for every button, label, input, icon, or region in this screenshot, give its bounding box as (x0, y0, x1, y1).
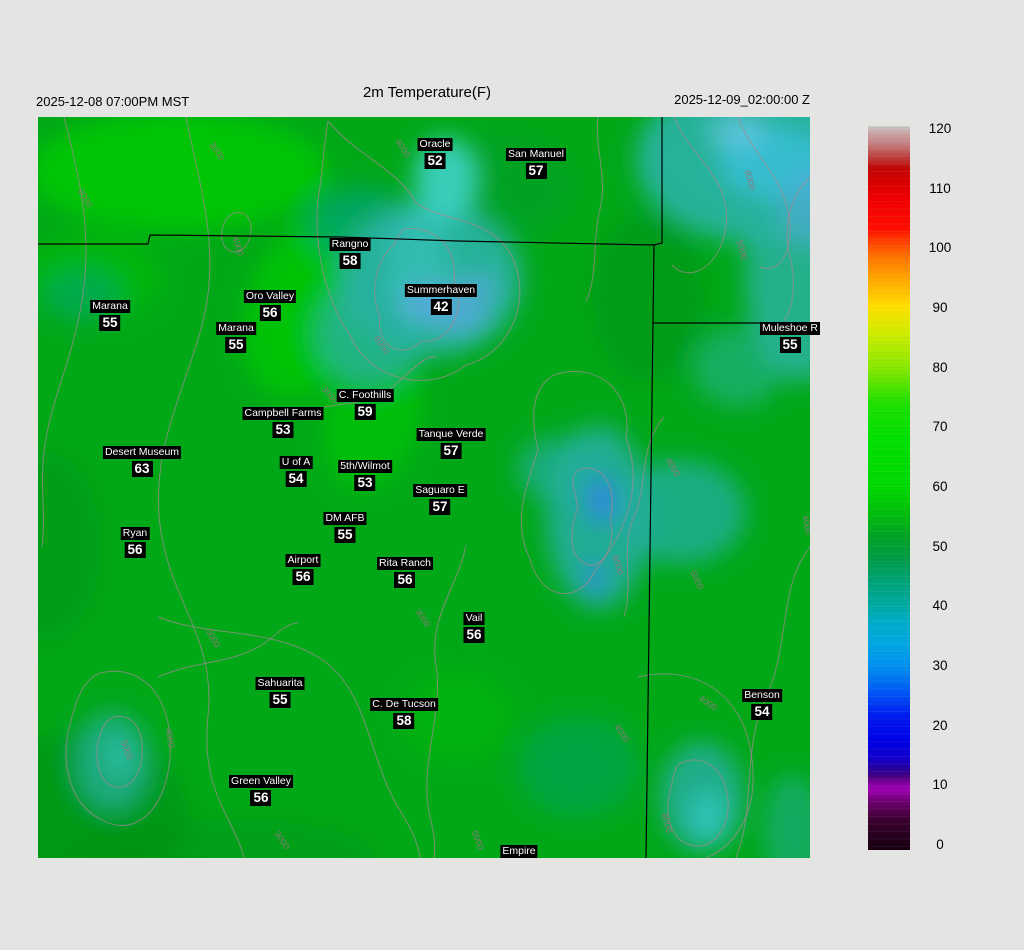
elevation-contour-lines (41, 117, 810, 858)
colorbar-tick-label: 30 (932, 658, 948, 673)
colorbar-tick-labels: 120 110 100 90 80 70 60 50 40 30 20 10 0 (912, 121, 968, 852)
temperature-map-canvas: 2000 3000 4000 4000 6000 6000 5000 4000 4000 6000… (38, 117, 810, 858)
county-border-lines (38, 117, 810, 858)
colorbar-tick-label: 80 (932, 360, 948, 375)
valid-time-utc: 2025-12-09_02:00:00 Z (674, 92, 810, 107)
page-title: 2m Temperature(F) (362, 84, 492, 101)
colorbar-tick-label: 50 (932, 539, 948, 554)
colorbar-tick-label: 100 (928, 240, 952, 255)
valid-time-local: 2025-12-08 07:00PM MST (36, 94, 190, 109)
colorbar-tick-label: 60 (932, 479, 948, 494)
colorbar-tick-label: 70 (932, 419, 948, 434)
colorbar-tick-label: 90 (932, 300, 948, 315)
colorbar-tick-label: 10 (932, 777, 948, 792)
colorbar-gradient (868, 126, 910, 850)
temperature-field-svg (38, 117, 810, 858)
colorbar-tick-label: 40 (932, 598, 948, 613)
colorbar-tick-label: 0 (936, 837, 944, 852)
colorbar-tick-label: 110 (929, 181, 951, 196)
colorbar-tick-label: 20 (932, 718, 948, 733)
colorbar-tick-label: 120 (928, 121, 952, 136)
